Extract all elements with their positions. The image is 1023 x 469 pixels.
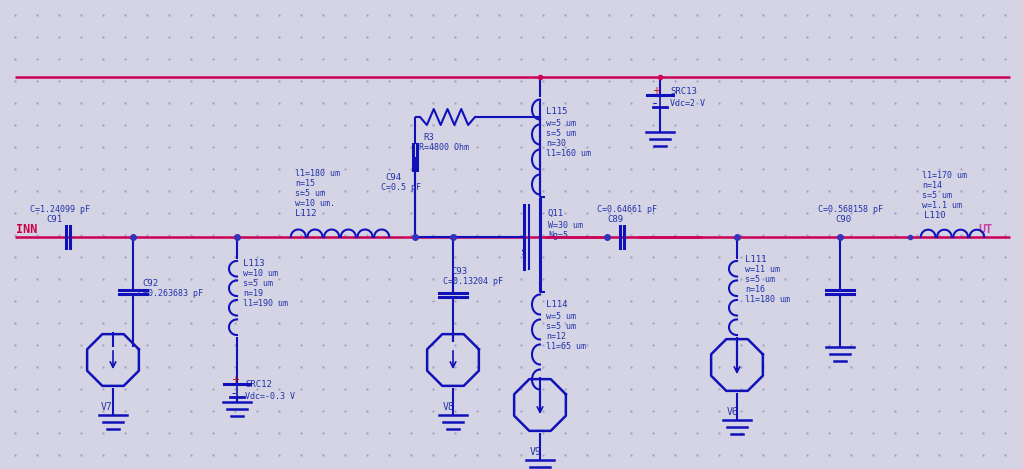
Text: +: + — [231, 375, 239, 385]
Text: V7: V7 — [101, 402, 113, 412]
Text: s=5 um: s=5 um — [295, 189, 325, 198]
Text: s=5 um: s=5 um — [243, 279, 273, 288]
Text: L113: L113 — [243, 259, 265, 268]
Text: l1=65 um: l1=65 um — [546, 342, 586, 351]
Text: C93: C93 — [451, 267, 468, 276]
Text: C=0.263683 pF: C=0.263683 pF — [138, 289, 203, 298]
Text: Vdc=-0.3 V: Vdc=-0.3 V — [244, 392, 295, 401]
Text: SRC13: SRC13 — [670, 87, 697, 96]
Text: SRC12: SRC12 — [244, 380, 272, 389]
Text: l1=190 um: l1=190 um — [243, 299, 288, 308]
Text: n=19: n=19 — [243, 289, 263, 298]
Text: w=10 um: w=10 um — [243, 269, 278, 278]
Text: V9: V9 — [530, 447, 542, 457]
Text: C=0.568158 pF: C=0.568158 pF — [818, 205, 883, 214]
Text: L114: L114 — [546, 300, 568, 309]
Text: R3: R3 — [422, 133, 434, 142]
Text: w=5 um: w=5 um — [546, 312, 576, 321]
Text: n=16: n=16 — [745, 285, 765, 294]
Text: V8: V8 — [443, 402, 455, 412]
Text: C89: C89 — [607, 215, 623, 224]
Text: L112: L112 — [295, 209, 316, 218]
Text: C94: C94 — [385, 173, 401, 182]
Text: n=15: n=15 — [295, 179, 315, 188]
Text: s=5 um: s=5 um — [922, 191, 952, 200]
Text: C91: C91 — [46, 215, 62, 224]
Text: s=5 um: s=5 um — [546, 129, 576, 138]
Text: l1=180 um: l1=180 um — [295, 169, 340, 178]
Text: INN: INN — [16, 223, 38, 236]
Text: L115: L115 — [546, 107, 568, 116]
Text: L110: L110 — [924, 211, 945, 220]
Text: w=1.1 um: w=1.1 um — [922, 201, 962, 210]
Text: W=30 um: W=30 um — [548, 221, 583, 230]
Text: l1=170 um: l1=170 um — [922, 171, 967, 180]
Text: s=5 um: s=5 um — [745, 275, 775, 284]
Text: w=10 um.: w=10 um. — [295, 199, 335, 208]
Text: -: - — [652, 98, 657, 111]
Text: R=4800 Ohm: R=4800 Ohm — [419, 143, 469, 152]
Text: n=14: n=14 — [922, 181, 942, 190]
Text: L111: L111 — [745, 255, 766, 264]
Text: s=5 um: s=5 um — [546, 322, 576, 331]
Text: +: + — [652, 86, 660, 96]
Text: l1=180 um: l1=180 um — [745, 295, 790, 304]
Text: V6: V6 — [727, 407, 739, 417]
Text: n=12: n=12 — [546, 332, 566, 341]
Text: C90: C90 — [835, 215, 851, 224]
Text: C=1.24099 pF: C=1.24099 pF — [30, 205, 90, 214]
Text: l1=160 um: l1=160 um — [546, 149, 591, 158]
Text: Q11: Q11 — [548, 209, 564, 218]
Text: C92: C92 — [142, 279, 159, 288]
Text: -: - — [231, 387, 235, 401]
Text: Vdc=2 V: Vdc=2 V — [670, 99, 705, 108]
Text: C=0.13204 pF: C=0.13204 pF — [443, 277, 503, 286]
Text: w=11 um: w=11 um — [745, 265, 780, 274]
Text: C=0.64661 pF: C=0.64661 pF — [597, 205, 657, 214]
Text: Ng=5: Ng=5 — [548, 231, 568, 240]
Text: UT: UT — [978, 223, 992, 236]
Text: C=0.5 pF: C=0.5 pF — [381, 183, 421, 192]
Text: n=30: n=30 — [546, 139, 566, 148]
Text: w=5 um: w=5 um — [546, 119, 576, 128]
Text: s: s — [520, 247, 526, 257]
